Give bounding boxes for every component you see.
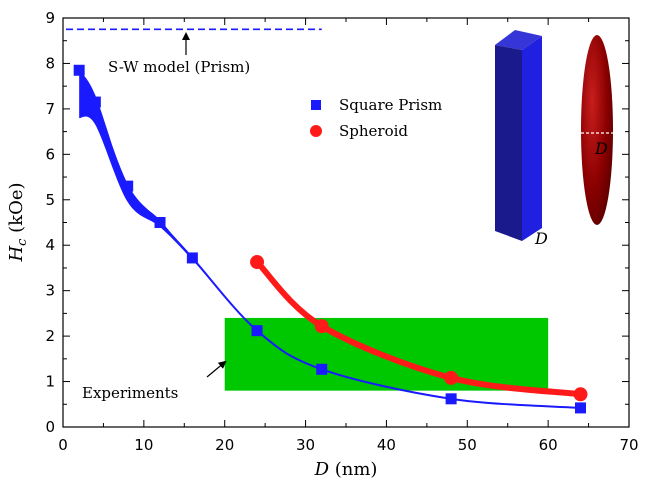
y-tick-label: 9: [45, 9, 55, 27]
x-tick-label: 60: [539, 436, 558, 454]
prism-front-face: [495, 45, 522, 241]
prism-inset: D: [495, 30, 548, 248]
x-tick-label: 10: [134, 436, 153, 454]
square-prism-point: [122, 180, 134, 192]
square-prism-point: [445, 393, 457, 405]
x-tick-label: 0: [58, 436, 68, 454]
spheroid-point: [573, 387, 588, 402]
spheroid-dimension-label: D: [594, 139, 608, 158]
square-prism-point: [186, 252, 198, 264]
y-axis-label-unit: (kOe): [6, 182, 27, 238]
y-tick-label: 5: [45, 191, 55, 209]
square-prism-point: [574, 402, 586, 414]
y-tick-label: 8: [45, 54, 55, 72]
legend-label-square-prism: Square Prism: [339, 96, 442, 114]
y-axis-label: Hc (kOe): [6, 182, 30, 262]
experiments-annotation: Experiments: [82, 360, 227, 402]
y-tick-label: 7: [45, 100, 55, 118]
y-axis-label-sub: c: [15, 238, 30, 246]
tick-labels: 0 10 20 30 40 50 60 70 0 1 2 3 4 5 6 7 8 9: [45, 9, 638, 454]
y-tick-label: 6: [45, 145, 55, 163]
legend-label-spheroid: Spheroid: [339, 122, 408, 140]
y-tick-label: 1: [45, 373, 55, 391]
sw-model-label: S-W model (Prism): [108, 58, 250, 76]
spheroid-inset: D: [581, 35, 613, 225]
sw-model-annotation: S-W model (Prism): [108, 32, 250, 76]
x-axis-label: D (nm): [314, 459, 378, 480]
square-prism-point: [251, 325, 263, 337]
x-tick-label: 50: [458, 436, 477, 454]
spheroid-point: [250, 255, 265, 270]
square-prism-point: [73, 64, 85, 76]
prism-top-face: [495, 30, 542, 50]
experiments-label: Experiments: [82, 384, 178, 402]
square-prism-point: [316, 363, 328, 375]
legend-marker-spheroid: [310, 125, 322, 137]
experiments-arrow: [206, 360, 227, 378]
prism-dimension-label: D: [534, 229, 548, 248]
square-prism-line: [78, 69, 581, 409]
plot-frame: [62, 17, 630, 428]
axis-ticks: [62, 17, 630, 428]
square-prism-point: [89, 96, 101, 108]
prism-side-face: [522, 36, 542, 241]
y-tick-label: 3: [45, 282, 55, 300]
spheroid-point: [444, 370, 459, 385]
data-markers: [73, 64, 588, 414]
legend: Square Prism Spheroid: [310, 96, 442, 140]
square-prism-point: [154, 217, 166, 228]
y-axis-label-var: H: [6, 246, 27, 263]
x-axis-label-var: D: [314, 459, 330, 480]
x-axis-label-unit: (nm): [329, 459, 377, 480]
y-tick-label: 4: [45, 236, 55, 254]
y-tick-label: 0: [45, 418, 55, 436]
x-tick-label: 70: [619, 436, 638, 454]
legend-marker-square-prism: [311, 100, 321, 110]
spheroid-point: [314, 319, 329, 334]
x-tick-label: 40: [377, 436, 396, 454]
x-tick-label: 20: [215, 436, 234, 454]
spheroid-line: [254, 259, 584, 398]
x-tick-label: 30: [296, 436, 315, 454]
y-tick-label: 2: [45, 327, 55, 345]
spheroid-shape: [581, 35, 613, 225]
